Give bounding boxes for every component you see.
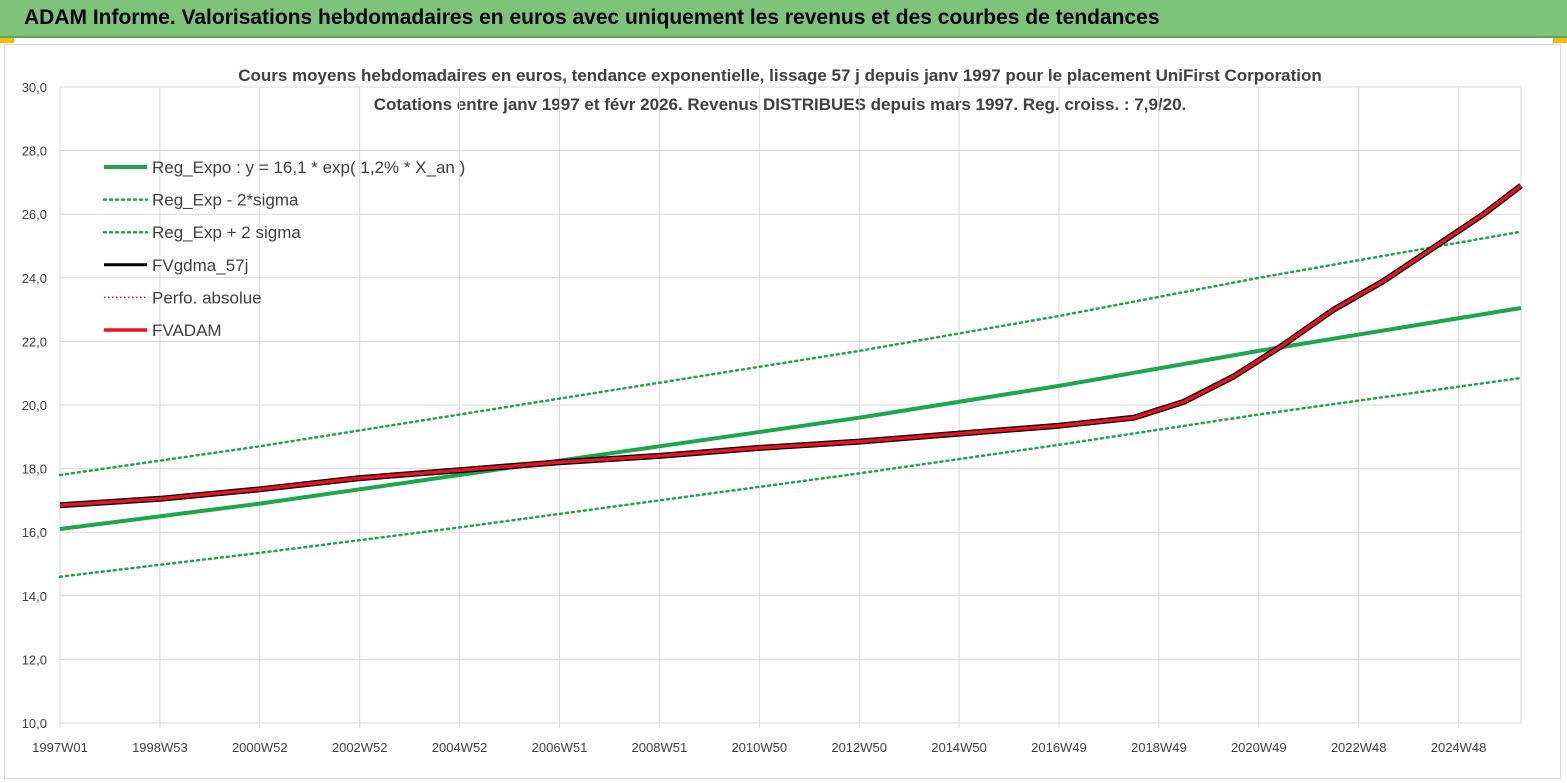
- series-line-reg-exp-minus-2sigma: [58, 376, 1523, 578]
- chart-subtitle: Cotations entre janv 1997 et févr 2026. …: [374, 95, 1187, 114]
- y-tick-label: 18,0: [22, 462, 47, 477]
- series-line-reg-expo: [59, 306, 1522, 531]
- x-tick-label: 2010W50: [731, 740, 787, 755]
- y-tick-label: 16,0: [22, 525, 47, 540]
- x-tick-label: 2018W49: [1131, 740, 1187, 755]
- x-tick-label: 2012W50: [831, 740, 887, 755]
- y-tick-label: 20,0: [22, 398, 47, 413]
- chart-frame: [4, 44, 1561, 779]
- report-banner: ADAM Informe. Valorisations hebdomadaire…: [0, 0, 1567, 38]
- x-axis-ticks: 1997W01 1998W53 2000W52 2002W52 2004W52 2006W…: [32, 740, 1486, 755]
- x-tick-label: 2008W51: [632, 740, 688, 755]
- series-line-fvadam: [59, 184, 1523, 507]
- x-tick-label: 2002W52: [332, 740, 388, 755]
- x-tick-label: 2024W48: [1431, 740, 1487, 755]
- x-tick-label: 1998W53: [132, 740, 188, 755]
- y-axis-ticks: 10,0 12,0 14,0 16,0 18,0 20,0 22,0 24,0 26,0 28,0…: [22, 80, 47, 731]
- x-tick-label: 2004W52: [432, 740, 488, 755]
- legend-label-reg-exp-plus-2sigma: Reg_Exp + 2 sigma: [152, 223, 301, 242]
- legend-label-perfo-absolue: Perfo. absolue: [152, 288, 262, 307]
- legend-label-fvgdma-57j: FVgdma_57j: [152, 256, 248, 275]
- corner-marker-right: [1553, 38, 1567, 43]
- report-title: ADAM Informe. Valorisations hebdomadaire…: [24, 6, 1160, 29]
- x-tick-label: 2022W48: [1331, 740, 1387, 755]
- y-tick-label: 30,0: [22, 80, 47, 95]
- x-tick-label: 2014W50: [931, 740, 987, 755]
- series-line-reg-exp-plus-2sigma: [58, 230, 1523, 477]
- grid-layer: [59, 86, 1522, 728]
- y-tick-label: 12,0: [22, 652, 47, 667]
- x-tick-label: 2016W49: [1031, 740, 1087, 755]
- y-tick-label: 10,0: [22, 716, 47, 731]
- chart-title: Cours moyens hebdomadaires en euros, ten…: [238, 66, 1322, 85]
- x-tick-label: 1997W01: [32, 740, 88, 755]
- y-tick-label: 24,0: [22, 271, 47, 286]
- y-tick-label: 26,0: [22, 207, 47, 222]
- x-tick-label: 2006W51: [532, 740, 588, 755]
- corner-marker-left: [0, 38, 14, 43]
- legend: Reg_Expo : y = 16,1 * exp( 1,2% * X_an )…: [102, 158, 465, 340]
- series-layer: [58, 183, 1523, 578]
- y-tick-label: 22,0: [22, 334, 47, 349]
- legend-label-reg-expo: Reg_Expo : y = 16,1 * exp( 1,2% * X_an ): [152, 158, 465, 177]
- legend-label-fvadam: FVADAM: [152, 321, 222, 340]
- legend-label-reg-exp-minus-2sigma: Reg_Exp - 2*sigma: [152, 191, 299, 210]
- y-tick-label: 28,0: [22, 144, 47, 159]
- y-tick-label: 14,0: [22, 589, 47, 604]
- x-tick-label: 2000W52: [232, 740, 288, 755]
- x-tick-label: 2020W49: [1231, 740, 1287, 755]
